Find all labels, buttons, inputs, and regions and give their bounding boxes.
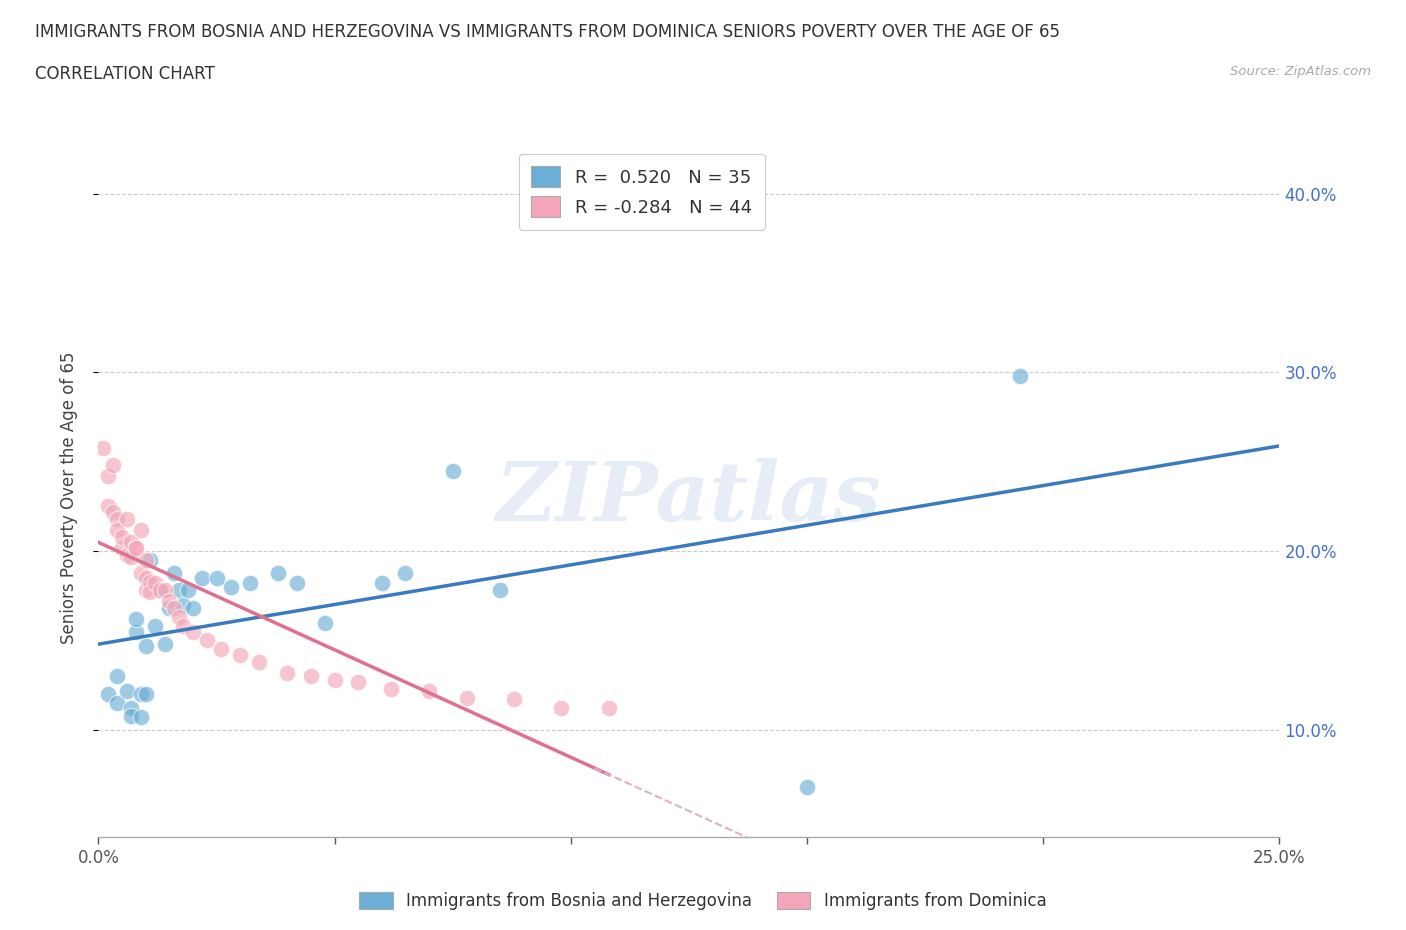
Point [239,576,262,591]
Point [105,512,128,526]
Point [247,655,270,670]
Point [205,570,228,585]
Point [135,583,157,598]
Point [139,574,162,589]
Point [314,615,336,630]
Point [111,529,134,544]
Point [503,692,526,707]
Point [143,576,166,591]
Point [139,585,162,600]
Point [209,642,232,657]
Point [380,682,402,697]
Point [323,672,346,687]
Point [97,686,120,701]
Point [101,458,124,472]
Point [167,583,190,598]
Point [143,618,166,633]
Text: Source: ZipAtlas.com: Source: ZipAtlas.com [1230,65,1371,78]
Point [441,463,464,478]
Point [105,696,128,711]
Point [394,565,416,580]
Point [172,618,194,633]
Point [105,523,128,538]
Point [550,701,572,716]
Point [181,601,204,616]
Point [489,583,512,598]
Point [153,583,176,598]
Point [115,512,138,526]
Point [125,540,148,555]
Point [129,523,152,538]
Point [129,565,152,580]
Point [129,710,152,724]
Legend: Immigrants from Bosnia and Herzegovina, Immigrants from Dominica: Immigrants from Bosnia and Herzegovina, … [353,885,1053,917]
Point [135,570,157,585]
Point [195,633,218,648]
Point [129,686,152,701]
Point [418,683,440,698]
Point [598,701,620,716]
Point [347,674,370,689]
Point [97,469,120,484]
Point [163,601,186,616]
Point [135,686,157,701]
Point [219,579,242,594]
Point [299,669,322,684]
Point [167,610,190,625]
Point [181,624,204,639]
Point [125,612,148,627]
Point [121,701,143,716]
Point [121,708,143,723]
Point [115,683,138,698]
Point [139,552,162,567]
Point [177,583,200,598]
Point [157,601,180,616]
Point [91,440,114,455]
Point [229,647,252,662]
Point [149,583,172,598]
Point [135,552,157,567]
Point [163,565,186,580]
Text: ZIPatlas: ZIPatlas [496,458,882,538]
Point [157,593,180,608]
Point [1008,368,1031,383]
Point [135,638,157,653]
Point [115,547,138,562]
Point [191,570,214,585]
Point [172,597,194,612]
Point [121,549,143,564]
Point [101,504,124,519]
Point [153,637,176,652]
Point [276,665,298,680]
Point [125,624,148,639]
Point [796,779,818,794]
Point [149,583,172,598]
Legend: R =  0.520   N = 35, R = -0.284   N = 44: R = 0.520 N = 35, R = -0.284 N = 44 [519,153,765,230]
Text: IMMIGRANTS FROM BOSNIA AND HERZEGOVINA VS IMMIGRANTS FROM DOMINICA SENIORS POVER: IMMIGRANTS FROM BOSNIA AND HERZEGOVINA V… [35,23,1060,41]
Point [456,690,478,705]
Point [371,576,394,591]
Point [267,565,290,580]
Point [111,540,134,555]
Point [125,540,148,555]
Point [285,576,308,591]
Point [105,669,128,684]
Y-axis label: Seniors Poverty Over the Age of 65: Seniors Poverty Over the Age of 65 [59,352,77,644]
Point [97,499,120,514]
Point [121,535,143,550]
Text: CORRELATION CHART: CORRELATION CHART [35,65,215,83]
